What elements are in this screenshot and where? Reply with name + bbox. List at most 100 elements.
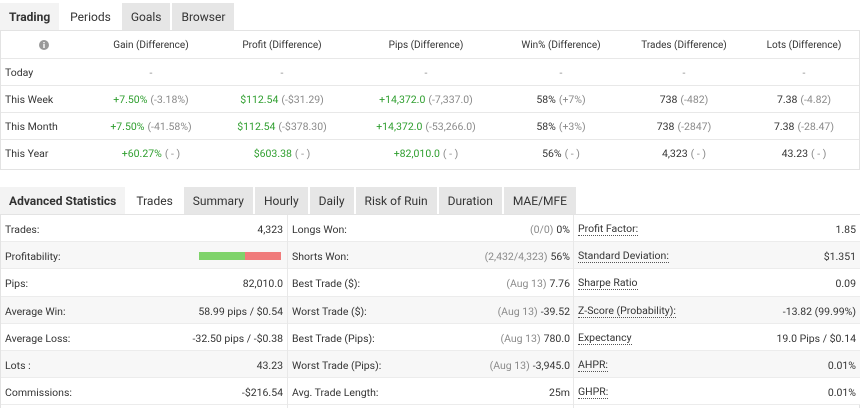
profitability-won [199,252,245,261]
row-label: Today [5,66,34,79]
stat-number: 25m [548,386,570,400]
row-bg [1,378,287,406]
profitability-bar [199,252,281,261]
cell: $112.54 (-$31.29) [192,93,372,106]
column-header: Win% (Difference) [521,40,601,51]
tab[interactable]: Hourly [254,187,308,214]
stat-number: 19.0 Pips / $0.14 [776,331,856,345]
stat-number: 780.0 [543,331,570,345]
cell-diff: (-$378.30) [278,120,327,133]
cell-value: 43.23 [781,147,808,160]
stat-value: 25m [549,386,570,399]
column-header: Lots (Difference) [766,40,842,51]
cell-diff: (-2847) [677,120,712,133]
tab[interactable]: Daily [309,187,354,214]
cell: - [192,66,372,79]
cell: 43.23( - ) [714,147,860,160]
cell-diff: ( - ) [294,147,311,160]
row-bg [288,378,574,406]
stat-number: 43.23 [256,359,283,372]
tab[interactable]: Periods [61,3,120,30]
cell-diff: (-41.58%) [147,120,192,133]
cell: +7.50% (-3.18%) [61,93,241,106]
stat-value: 4,323 [257,223,283,236]
row-bg [288,269,574,297]
cell: +82,010.0( - ) [336,147,516,160]
stat-number: -3,945.0 [532,359,570,372]
cell-value: +82,010.0 [393,147,440,160]
tab[interactable]: Trades [127,187,182,214]
stat-value: 19.0 Pips / $0.14 [777,332,856,345]
row-bg [574,351,860,379]
column-header: Trades (Difference) [641,40,727,51]
stat-label: Best Trade (Pips): [292,331,375,345]
stat-label: Longs Won: [292,223,347,236]
cell: +60.27%( - ) [61,147,241,160]
tab[interactable]: Summary [183,187,253,214]
cell-diff: ( - ) [690,147,707,160]
stat-number: -32.50 pips / -$0.38 [192,331,283,345]
stat-detail: (Aug 13) [497,304,538,318]
top-tabs: Trading Periods Goals Browser [0,3,235,30]
cell-value: - [682,66,686,79]
info-icon [39,40,49,50]
cell: $603.38( - ) [192,147,372,160]
row-bg [574,269,860,297]
cell: 58% (+7%) [471,93,651,106]
col-divider [287,215,288,408]
stat-number: 82,010.0 [242,277,283,291]
stat-label: Worst Trade (Pips): [292,359,382,372]
stat-label: Commissions: [5,386,72,400]
stat-label: Profitability: [5,250,61,264]
tab[interactable]: Trading [0,3,60,30]
stats-grid: Trades: 4,323 Profitability: Pips: 82,010.0 A… [0,214,860,408]
row-bg [1,323,287,351]
row-bg [1,296,287,324]
cell-value: +7.50% [113,93,148,106]
stat-number: $1.351 [823,250,856,264]
tab[interactable]: Advanced Statistics [0,187,126,214]
stat-detail: (Aug 13) [506,277,547,291]
stat-value: -32.50 pips / -$0.38 [193,332,283,345]
cell: +14,372.0 (-53,266.0) [336,120,516,133]
stat-label: Z-Score (Probability): [578,303,676,318]
cell-diff: ( - ) [442,147,459,160]
cell-value: 738 [659,93,678,106]
cell-value: - [149,66,153,79]
stat-number: 56% [550,250,571,264]
stat-label: Lots : [5,359,31,372]
cell: - [61,66,241,79]
column-header: Gain (Difference) [113,40,189,51]
stat-label: Average Loss: [5,331,71,345]
cell-value: 7.38 [776,93,798,106]
row-label: This Month [5,120,58,133]
cell-value: $112.54 [240,93,279,106]
stat-value: 0.01% [828,386,856,399]
cell-value: 58% [536,120,556,133]
stat-detail: (Aug 13) [489,359,530,372]
tab[interactable]: Browser [172,3,235,30]
stat-label: Pips: [5,277,29,291]
stat-value: (Aug 13) -3,945.0 [490,359,570,372]
tab[interactable]: Goals [121,3,171,30]
cell: +14,372.0 (-7,337.0) [336,93,516,106]
tab[interactable]: MAE/MFE [503,187,576,214]
periods-table: Gain (Difference) Profit (Difference) Pips… [0,30,860,170]
row-bg [288,296,574,324]
stat-number: 0.09 [835,277,856,291]
tab[interactable]: Risk of Ruin [355,187,437,214]
stat-value: (Aug 13) 780.0 [500,332,570,345]
row-bg [1,215,287,243]
tab[interactable]: Duration [438,187,502,214]
cell-value: +14,372.0 [379,93,426,106]
row-label: This Week [5,93,54,106]
row-bg [288,323,574,351]
stat-label: GHPR: [578,385,609,400]
stat-label: Shorts Won: [292,250,349,264]
stat-value: (2,432/4,323) 56% [485,250,570,263]
stat-value: 0.09 [836,277,856,290]
stat-value: -13.82 (99.99%) [783,305,856,318]
stat-label: Worst Trade ($): [292,304,367,318]
cell-value: 58% [536,93,556,106]
cell-diff: (-3.18%) [150,93,189,106]
